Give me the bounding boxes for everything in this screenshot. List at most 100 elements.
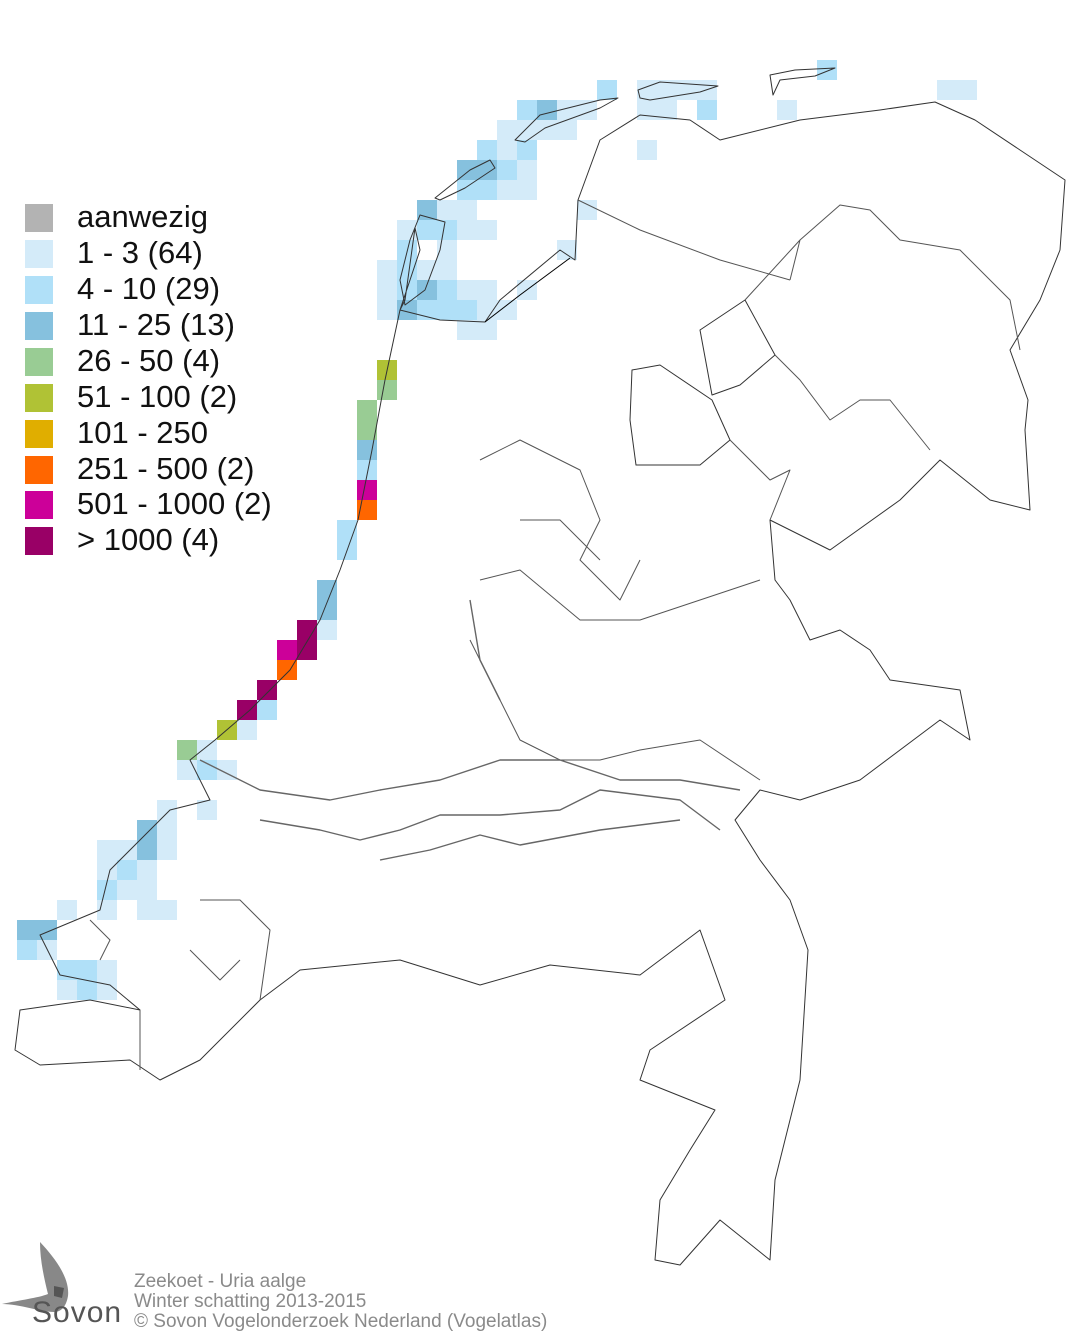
grid-cell: [177, 740, 197, 760]
grid-cell: [477, 280, 497, 300]
grid-cell: [457, 280, 477, 300]
grid-cell: [517, 140, 537, 160]
legend-swatch: [25, 384, 53, 412]
grid-cell: [337, 520, 357, 540]
grid-cell: [257, 680, 277, 700]
legend-swatch: [25, 491, 53, 519]
grid-cell: [417, 260, 437, 280]
grid-cell: [137, 840, 157, 860]
grid-cell: [357, 500, 377, 520]
grid-cell: [157, 840, 177, 860]
legend-swatch: [25, 456, 53, 484]
legend-label: 501 - 1000 (2): [77, 486, 272, 521]
grid-cell: [197, 800, 217, 820]
grid-cell: [517, 100, 537, 120]
rivers: [199, 599, 741, 861]
grid-cell: [597, 80, 617, 100]
grid-cell: [577, 200, 597, 220]
grid-cell: [497, 120, 517, 140]
sovon-logo: [2, 1242, 69, 1312]
grid-cell: [557, 240, 577, 260]
texel-island: [399, 214, 446, 306]
grid-cell: [557, 100, 577, 120]
grid-cell: [777, 100, 797, 120]
grid-cell: [137, 900, 157, 920]
vlieland-island: [434, 159, 496, 201]
grid-cell: [537, 100, 557, 120]
grid-cell: [97, 860, 117, 880]
grid-cell: [937, 80, 957, 100]
legend-swatch: [25, 240, 53, 268]
grid-cell: [477, 320, 497, 340]
grid-cell: [57, 900, 77, 920]
grid-cell: [257, 700, 277, 720]
grid-cell: [497, 300, 517, 320]
noordoostpolder-outline: [699, 299, 776, 396]
grid-cell: [97, 960, 117, 980]
flevoland-outline: [629, 364, 731, 466]
grid-cell: [357, 440, 377, 460]
grid-cell: [397, 260, 417, 280]
grid-cell: [637, 100, 657, 120]
grid-cell: [497, 180, 517, 200]
grid-cell: [97, 900, 117, 920]
grid-cell: [237, 720, 257, 740]
grid-cell: [477, 220, 497, 240]
legend-label: 26 - 50 (4): [77, 343, 221, 378]
grid-cell: [57, 980, 77, 1000]
grid-cell: [357, 460, 377, 480]
grid-cell: [697, 100, 717, 120]
legend-label: 4 - 10 (29): [77, 271, 221, 306]
grid-cell: [237, 700, 257, 720]
legend-label: 51 - 100 (2): [77, 379, 238, 414]
afsluitdijk: [484, 257, 571, 323]
grid-cell: [437, 260, 457, 280]
map-caption: Zeekoet - Uria aalge Winter schatting 20…: [134, 1272, 547, 1332]
grid-cell: [477, 180, 497, 200]
grid-cell: [477, 160, 497, 180]
grid-cell: [457, 300, 477, 320]
grid-cell: [457, 200, 477, 220]
grid-cell: [277, 660, 297, 680]
grid-cell: [437, 200, 457, 220]
grid-cell: [517, 160, 537, 180]
grid-cell: [537, 120, 557, 140]
grid-cell: [517, 180, 537, 200]
survey-period: Winter schatting 2013-2015: [134, 1291, 367, 1312]
grid-cell: [377, 260, 397, 280]
grid-cell: [437, 280, 457, 300]
grid-cell: [77, 980, 97, 1000]
grid-cell: [557, 120, 577, 140]
grid-cell: [457, 220, 477, 240]
grid-cell: [17, 940, 37, 960]
legend-swatch: [25, 312, 53, 340]
grid-cell: [657, 100, 677, 120]
grid-cell: [117, 840, 137, 860]
grid-cell: [77, 960, 97, 980]
grid-cell: [317, 580, 337, 600]
grid-cell: [357, 420, 377, 440]
legend-swatch: [25, 420, 53, 448]
grid-cell: [157, 900, 177, 920]
copyright-notice: © Sovon Vogelonderzoek Nederland (Vogela…: [134, 1311, 548, 1332]
grid-cell: [477, 300, 497, 320]
grid-cell: [197, 740, 217, 760]
grid-cell: [357, 400, 377, 420]
grid-cell: [457, 160, 477, 180]
grid-cell: [297, 620, 317, 640]
grid-cell: [637, 140, 657, 160]
grid-cell: [437, 300, 457, 320]
grid-cell: [97, 840, 117, 860]
legend-label: 101 - 250: [77, 415, 208, 450]
province-borders: [469, 199, 1021, 781]
grid-cell: [377, 280, 397, 300]
grid-cell: [157, 800, 177, 820]
grid-cell: [17, 920, 37, 940]
grid-cell: [457, 320, 477, 340]
grid-cell: [377, 300, 397, 320]
grid-cell: [417, 220, 437, 240]
grid-cell: [957, 80, 977, 100]
grid-cell: [137, 820, 157, 840]
grid-cell: [817, 60, 837, 80]
